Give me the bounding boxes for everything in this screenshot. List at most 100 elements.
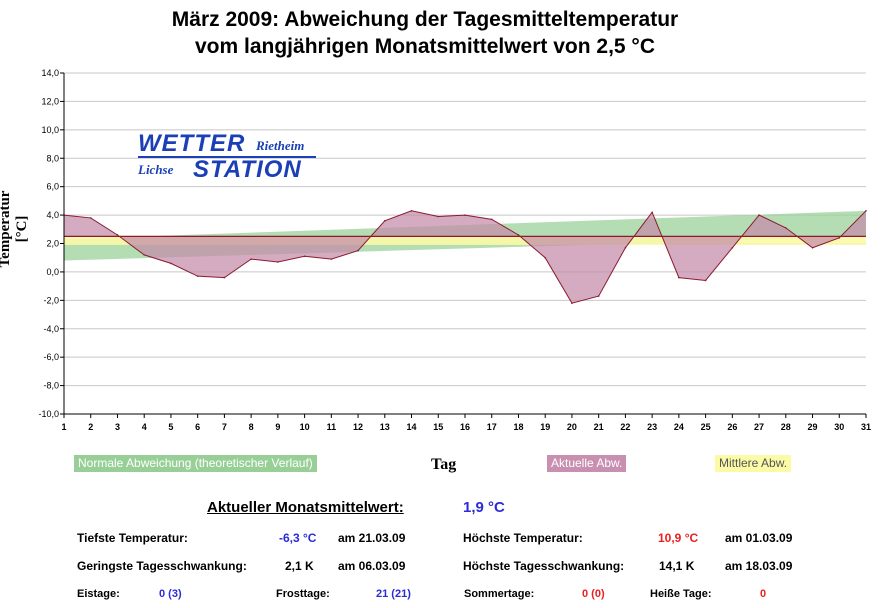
data-point-day-25 — [704, 279, 707, 282]
data-point-day-9 — [277, 261, 279, 263]
y-tick-label: 4,0 — [46, 210, 59, 220]
logo-word-rietheim: Rietheim — [256, 138, 305, 153]
monthly-mean-label: Aktueller Monatsmittelwert: — [207, 499, 404, 516]
max-range-label: Höchste Tagesschwankung: — [463, 559, 625, 573]
x-tick-label: 5 — [168, 422, 173, 432]
summer-days-value: 0 (0) — [582, 588, 605, 600]
x-tick-label: 28 — [781, 422, 791, 432]
y-tick-label: -2,0 — [43, 295, 59, 305]
x-tick-label: 29 — [808, 422, 818, 432]
min-range-value: 2,1 K — [285, 559, 314, 573]
x-tick-label: 18 — [513, 422, 523, 432]
data-point-day-7 — [223, 276, 226, 279]
data-point-day-22 — [624, 246, 627, 249]
x-tick-label: 12 — [353, 422, 363, 432]
y-tick-label: -10,0 — [38, 409, 59, 419]
max-range-value: 14,1 K — [659, 559, 695, 573]
frost-days-label: Frosttage: — [276, 588, 330, 600]
tmax-date: am 01.03.09 — [725, 531, 793, 545]
x-tick-label: 14 — [407, 422, 417, 432]
data-point-day-13 — [384, 219, 386, 222]
data-point-day-11 — [330, 258, 333, 260]
hot-days-label: Heiße Tage: — [650, 588, 712, 600]
data-point-day-23 — [651, 211, 653, 214]
data-point-day-2 — [89, 217, 92, 219]
data-point-day-5 — [170, 262, 172, 265]
legend-mean: Mittlere Abw. — [715, 455, 792, 472]
x-tick-label: 2 — [88, 422, 93, 432]
mean-deviation-band — [64, 236, 866, 245]
x-tick-label: 30 — [834, 422, 844, 432]
y-tick-label: -6,0 — [43, 352, 59, 362]
data-point-day-30 — [838, 237, 841, 239]
logo-word-wetter: WETTER — [138, 130, 246, 157]
data-point-day-20 — [571, 302, 573, 304]
y-axis-label: Temperatur [°C] — [0, 190, 30, 268]
tmin-value: -6,3 °C — [279, 531, 317, 545]
x-tick-label: 7 — [222, 422, 227, 432]
data-point-day-18 — [517, 234, 520, 236]
x-axis-label: Tag — [431, 456, 457, 473]
x-tick-label: 13 — [380, 422, 390, 432]
x-tick-label: 16 — [460, 422, 470, 432]
x-tick-label: 25 — [701, 422, 711, 432]
x-tick-label: 27 — [754, 422, 764, 432]
tmin-label: Tiefste Temperatur: — [77, 531, 188, 545]
chart-title-line1: März 2009: Abweichung der Tagesmitteltem… — [171, 8, 679, 31]
data-point-day-14 — [410, 210, 413, 212]
chart-title-line2: vom langjährigen Monatsmittelwert von 2,… — [195, 35, 655, 58]
data-point-day-31 — [865, 210, 867, 212]
y-tick-label: 2,0 — [46, 239, 59, 249]
summer-days-label: Sommertage: — [464, 588, 535, 600]
y-tick-label: 12,0 — [41, 96, 59, 106]
temperature-deviation-chart: -10,0 -8,0 -6,0 -4,0 -2,0 0,0 2,0 4,0 6,0 8,0 10,0… — [38, 68, 871, 432]
data-point-day-12 — [357, 249, 359, 252]
data-point-day-8 — [250, 258, 252, 260]
hot-days-value: 0 — [760, 588, 767, 600]
x-tick-label: 17 — [487, 422, 497, 432]
y-tick-label: 14,0 — [41, 68, 59, 78]
y-tick-label: 10,0 — [41, 125, 59, 135]
data-point-day-6 — [196, 275, 199, 277]
y-tick-label: 0,0 — [46, 267, 59, 277]
min-range-label: Geringste Tagesschwankung: — [77, 559, 247, 573]
x-tick-label: 3 — [115, 422, 120, 432]
x-tick-label: 20 — [567, 422, 577, 432]
data-point-day-27 — [758, 214, 760, 216]
logo-word-station: STATION — [193, 156, 302, 183]
actual-deviation-area — [64, 210, 866, 304]
y-tick-label: -4,0 — [43, 324, 59, 334]
x-tick-label: 19 — [540, 422, 550, 432]
legend-actual: Aktuelle Abw. — [547, 455, 627, 472]
logo-word-lichse: Lichse — [138, 162, 174, 177]
x-tick-label: 1 — [61, 422, 66, 432]
tmin-date: am 21.03.09 — [338, 531, 406, 545]
x-tick-label: 21 — [594, 422, 604, 432]
legend-normal: Normale Abweichung (theoretischer Verlau… — [74, 455, 317, 472]
x-tick-label: 31 — [861, 422, 871, 432]
wetterstation-logo: WETTER Rietheim Lichse STATION — [138, 130, 328, 186]
data-point-day-10 — [303, 255, 306, 258]
x-tick-label: 6 — [195, 422, 200, 432]
x-tick-label: 9 — [275, 422, 280, 432]
x-tick-label: 24 — [674, 422, 684, 432]
x-tick-label: 4 — [142, 422, 147, 432]
data-point-day-19 — [544, 256, 546, 259]
data-point-day-26 — [731, 246, 734, 249]
max-range-date: am 18.03.09 — [725, 559, 793, 573]
ice-days-label: Eistage: — [77, 588, 120, 600]
data-point-day-29 — [811, 246, 814, 249]
y-tick-label: -8,0 — [43, 381, 59, 391]
data-point-day-17 — [490, 218, 493, 221]
x-tick-label: 15 — [433, 422, 443, 432]
tmax-value: 10,9 °C — [658, 531, 699, 545]
x-tick-label: 10 — [300, 422, 310, 432]
tmax-label: Höchste Temperatur: — [463, 531, 583, 545]
x-tick-label: 23 — [647, 422, 657, 432]
data-point-day-16 — [464, 214, 466, 216]
ice-days-value: 0 (3) — [159, 588, 182, 600]
data-point-day-24 — [678, 276, 680, 279]
min-range-date: am 06.03.09 — [338, 559, 406, 573]
x-tick-label: 11 — [327, 422, 337, 432]
y-tick-label: 6,0 — [46, 182, 59, 192]
